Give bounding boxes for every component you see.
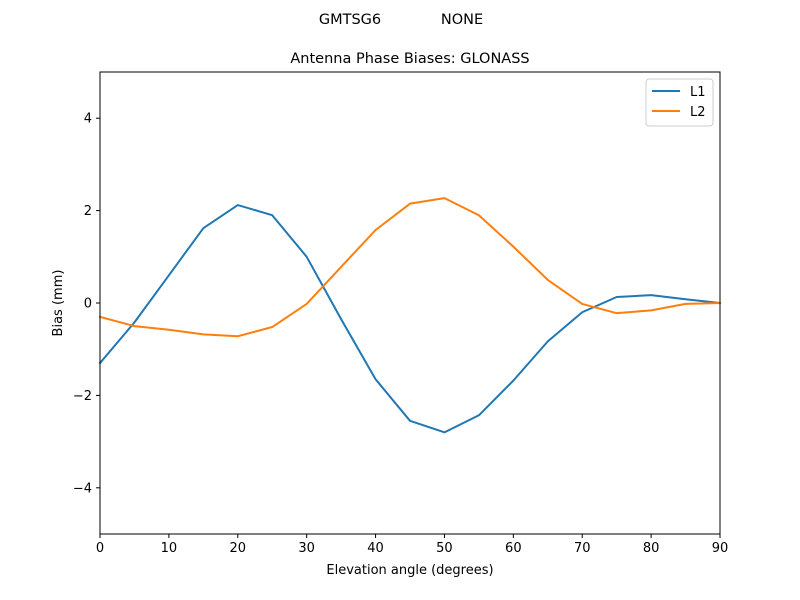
series-line-l1 — [98, 204, 722, 434]
header-antenna: GMTSG6 — [319, 12, 381, 28]
y-tick-label: 2 — [84, 204, 92, 219]
y-axis-label: Bias (mm) — [51, 270, 66, 337]
y-tick-label: 4 — [84, 112, 92, 127]
x-tick-label: 10 — [161, 541, 178, 556]
y-axis: −4 −2 0 2 4 — [73, 112, 100, 496]
x-tick-label: 90 — [712, 541, 729, 556]
x-tick-label: 0 — [96, 541, 104, 556]
x-tick-label: 20 — [230, 541, 247, 556]
plot-frame — [99, 71, 721, 535]
chart-title: Antenna Phase Biases: GLONASS — [290, 51, 529, 67]
x-axis-label: Elevation angle (degrees) — [326, 563, 493, 578]
legend: L1 L2 — [645, 78, 714, 127]
x-tick-label: 30 — [298, 541, 315, 556]
x-tick-label: 40 — [367, 541, 384, 556]
plot-area — [98, 71, 722, 535]
legend-label-l1: L1 — [690, 85, 706, 100]
y-tick-label: −4 — [73, 481, 92, 496]
series-line-l2 — [98, 197, 722, 338]
header-radome: NONE — [441, 12, 483, 28]
x-tick-label: 80 — [643, 541, 660, 556]
x-tick-label: 70 — [574, 541, 591, 556]
x-tick-label: 60 — [505, 541, 522, 556]
series-layer — [98, 197, 722, 434]
x-axis: 0 10 20 30 40 50 60 70 80 90 — [96, 534, 728, 556]
x-tick-label: 50 — [436, 541, 453, 556]
legend-label-l2: L2 — [690, 105, 706, 120]
y-tick-label: −2 — [73, 389, 92, 404]
y-tick-label: 0 — [84, 297, 92, 312]
